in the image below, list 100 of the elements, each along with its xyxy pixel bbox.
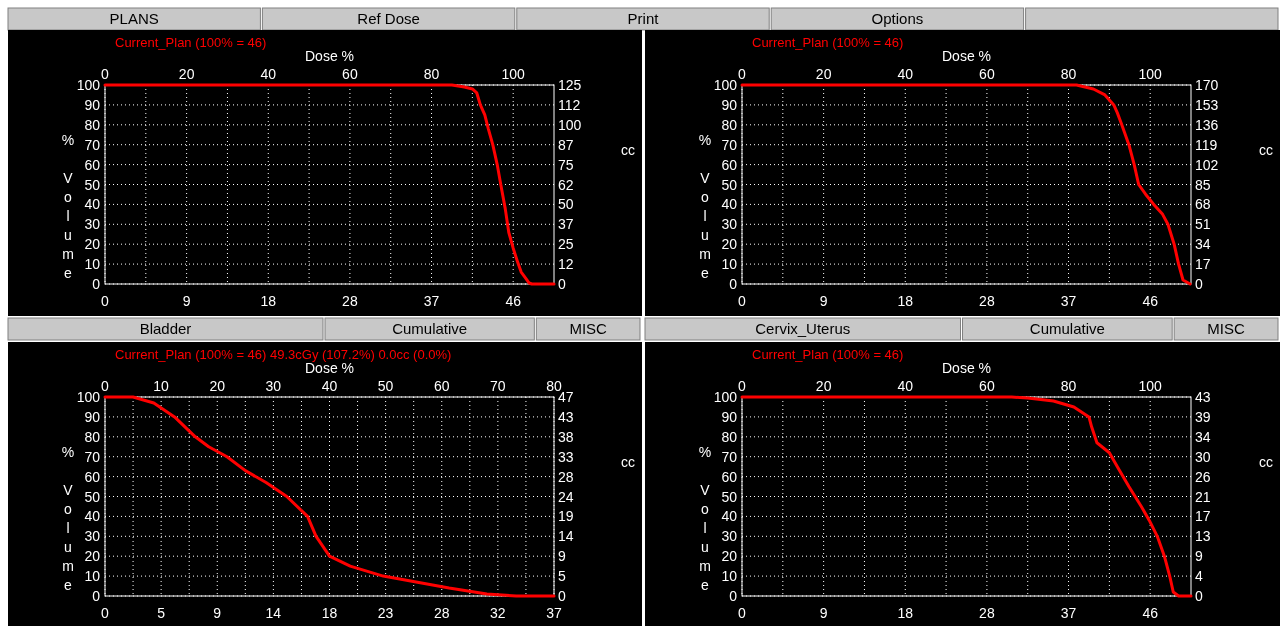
y2-tick-label: 62 [558,176,574,193]
y-tick-label: 100 [713,77,738,93]
x-tick-label: 28 [979,605,995,621]
text: % Volume [61,444,75,593]
x-tick-label: 14 [265,605,282,621]
y2-tick-label: 5 [558,568,566,585]
text: % Volume [61,132,75,281]
y2-tick-label: 28 [558,468,574,485]
y2-tick-label: 33 [558,448,574,465]
y-tick-label: 0 [729,588,738,604]
x-tick-label: 23 [377,605,394,621]
x2-tick-label: 100 [1138,378,1163,394]
x2-tick-label: 40 [321,378,338,394]
x2-tick-label: 20 [815,66,832,82]
y2-tick-label: 24 [558,488,574,505]
x-tick-label: 37 [423,293,440,309]
x2-tick-label: 60 [342,66,358,82]
y2-tick-label: 37 [558,216,574,233]
y2-axis-title: cc [621,142,635,158]
x2-tick-label: 60 [433,378,450,394]
y-tick-label: 10 [721,568,738,585]
x-tick-label: 9 [182,293,191,309]
y-tick-label: 20 [84,236,101,253]
x-tick-label: 37 [1060,293,1077,309]
text: Cumulative [392,320,468,337]
y2-tick-label: 9 [1195,548,1203,565]
x-tick-label: 18 [321,605,338,621]
x2-tick-label: 80 [423,66,440,82]
x-tick-label: 18 [897,293,914,309]
text: % Volume [698,132,712,281]
x2-tick-label: 40 [897,66,914,82]
y-tick-label: 90 [721,408,738,425]
y-tick-label: 0 [92,588,101,604]
y2-tick-label: 87 [558,136,574,153]
y-tick-label: 60 [84,468,101,485]
x2-tick-label: 20 [815,378,832,394]
text: Ref Dose [357,10,420,27]
y-tick-label: 10 [721,256,738,273]
y-tick-label: 100 [76,389,101,405]
y-tick-label: 80 [84,116,101,133]
x2-tick-label: 10 [153,378,170,394]
y-tick-label: 0 [729,276,738,292]
chart-title: Current_Plan (100% = 46) [115,35,267,50]
x-tick-label: 46 [1142,605,1159,621]
y2-tick-label: 51 [1195,216,1211,233]
y2-tick-label: 43 [558,408,574,425]
y2-tick-label: 14 [558,528,574,545]
x-tick-label: 9 [819,293,828,309]
y-tick-label: 100 [76,77,101,93]
y2-tick-label: 0 [1195,276,1203,292]
y2-axis-title: cc [1259,454,1273,470]
text: Print [627,10,660,27]
x2-tick-label: 80 [546,378,562,394]
y2-tick-label: 34 [1195,428,1211,445]
x-tick-label: 18 [897,605,914,621]
y2-tick-label: 38 [558,428,574,445]
chart-title: Current_Plan (100% = 46) 49.3cGy (107.2%) 0.0cc (0.0%) [115,347,452,362]
text: PLANS [109,10,159,27]
line-series [740,395,1193,598]
x2-tick-label: 60 [979,378,995,394]
text: MISC [1207,320,1245,337]
line-series [103,395,556,598]
y-tick-label: 90 [721,96,738,113]
text: % Volume [698,444,712,593]
x2-tick-label: 70 [490,378,506,394]
x-tick-label: 9 [213,605,222,621]
y-tick-label: 0 [92,276,101,292]
y-tick-label: 40 [84,508,101,525]
y-tick-label: 40 [84,196,101,213]
y-tick-label: 60 [721,156,738,173]
x2-tick-label: 60 [979,66,995,82]
x-tick-label: 37 [1060,605,1077,621]
y2-axis-title: cc [621,454,635,470]
x2-tick-label: 100 [1138,66,1163,82]
x-tick-label: 5 [157,605,166,621]
y-tick-label: 20 [721,236,738,253]
y2-tick-label: 13 [1195,528,1211,545]
text: Cumulative [1029,320,1105,337]
x-tick-label: 9 [819,605,828,621]
y2-tick-label: 43 [1195,389,1211,405]
y-tick-label: 50 [84,488,101,505]
y2-tick-label: 125 [558,77,582,93]
y-tick-label: 10 [84,568,101,585]
y-tick-label: 70 [721,448,738,465]
y-tick-label: 70 [84,448,101,465]
y2-tick-label: 19 [558,508,574,525]
y2-tick-label: 39 [1195,408,1211,425]
x2-tick-label: 80 [1060,378,1077,394]
x2-axis-title: Dose % [941,360,992,376]
x2-tick-label: 80 [1060,66,1077,82]
y2-tick-label: 0 [1195,588,1203,604]
x2-tick-label: 20 [178,66,195,82]
y-tick-label: 100 [713,389,738,405]
y-tick-label: 20 [84,548,101,565]
x-tick-label: 46 [1142,293,1159,309]
text: Bladder [139,320,192,337]
y2-tick-label: 153 [1195,96,1219,113]
y2-tick-label: 112 [558,96,581,113]
y-tick-label: 30 [721,528,738,545]
y2-tick-label: 21 [1195,488,1211,505]
